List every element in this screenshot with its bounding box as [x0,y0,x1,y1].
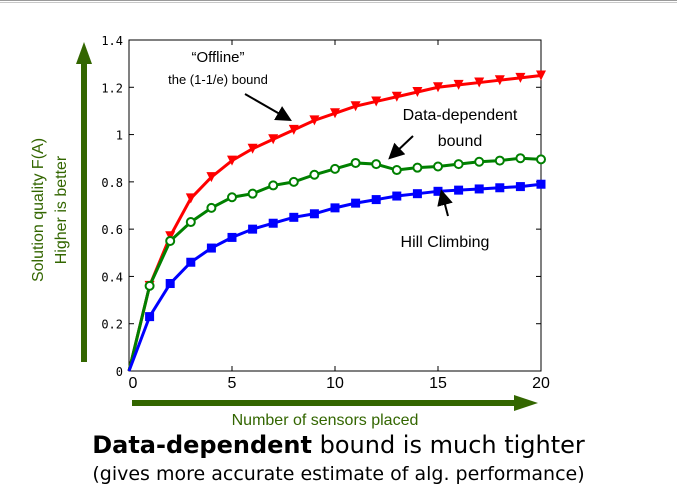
series-1 [127,153,546,372]
series-2 [127,179,546,372]
data-point [515,182,525,192]
x-ticks: 0 5 10 15 20 [128,40,550,392]
data-point [515,72,526,83]
annotation-datadep-subtitle: bound [438,133,483,150]
data-point [495,183,505,193]
data-point [309,209,319,219]
annotation-datadep-title: Data-dependent [403,107,518,124]
data-point [433,186,443,196]
data-point [350,157,361,168]
annotation-offline-subtitle: the (1-1/e) bound [168,72,268,87]
annotation-datadep-arrow [388,135,414,160]
data-point [536,154,546,165]
data-point [433,161,443,172]
x-tick-label: 5 [228,375,237,392]
data-point [206,172,217,183]
data-point [288,124,299,135]
data-point [165,235,176,246]
data-point [227,232,237,242]
x-tick-label: 10 [326,375,344,392]
y-axis-sublabel: Higher is better [53,155,70,264]
y-tick-label: 0.2 [101,318,123,332]
y-axis-label: Solution quality F(A) [30,138,47,282]
data-point [247,143,258,154]
y-ticks: 0 0.2 0.4 0.6 0.8 1 1.2 1.4 [101,34,541,379]
x-axis-arrowhead [514,395,538,411]
top-rule [0,0,677,3]
y-tick-label: 1.4 [101,34,123,48]
x-tick-label: 20 [532,375,550,392]
data-point [474,77,485,88]
series-layer [127,70,546,372]
data-point [144,280,155,291]
data-point [536,70,546,81]
data-point [412,162,423,173]
data-point [474,184,484,194]
y-axis-arrowhead [76,42,92,64]
data-point [248,224,258,234]
data-point [453,79,464,90]
y-tick-label: 0 [116,365,123,379]
data-point [350,101,361,112]
data-point [371,195,381,205]
data-point [288,176,299,187]
data-point [371,159,382,170]
data-point [494,75,505,86]
data-point [453,159,464,170]
annotation-hill-climbing: Hill Climbing [401,234,490,251]
data-point [227,155,237,166]
data-point [268,134,279,145]
data-point [268,180,279,191]
data-point [185,217,196,228]
data-point [454,185,464,195]
x-tick-label: 15 [429,375,447,392]
y-tick-label: 0.4 [101,270,123,284]
data-point [309,169,320,180]
data-point [371,96,382,107]
data-point [206,243,216,253]
annotation-offline-arrow [244,93,292,121]
data-point [330,163,340,174]
annotation-offline-title: “Offline” [191,49,244,66]
data-point [474,156,485,167]
x-axis-label: Number of sensors placed [232,412,419,429]
line-chart: 00.20.40.60.811.21.4 0 5 10 15 20 “Offline” … [30,34,550,429]
data-point [247,188,258,199]
caption-bold: Data-dependent [92,431,312,459]
data-point [145,312,155,322]
y-tick-label: 1.2 [101,81,123,95]
data-point [494,155,505,166]
data-point [412,87,423,98]
data-point [268,218,278,228]
data-point [186,257,196,267]
data-point [206,202,217,213]
data-point [330,203,340,213]
caption-title: Data-dependent bound is much tighter [0,431,677,459]
data-point [412,189,422,199]
caption-subtitle: (gives more accurate estimate of alg. pe… [92,463,585,485]
data-point [391,91,402,102]
data-point [165,279,175,289]
data-point [227,192,237,203]
annotation-hill-arrow [437,189,453,217]
caption-rest: bound is much tighter [311,431,585,459]
data-point [289,212,299,222]
y-tick-label: 0.8 [101,176,123,190]
data-point [392,191,402,201]
y-tick-label: 0.6 [101,223,123,237]
data-point [536,179,546,189]
data-point [351,198,361,208]
data-point [433,82,443,93]
data-point [391,165,402,176]
data-point [309,115,320,126]
data-point [330,108,340,119]
data-point [515,153,526,164]
data-point [185,193,196,204]
x-tick-label: 0 [129,375,138,392]
y-tick-label: 1 [116,129,123,143]
